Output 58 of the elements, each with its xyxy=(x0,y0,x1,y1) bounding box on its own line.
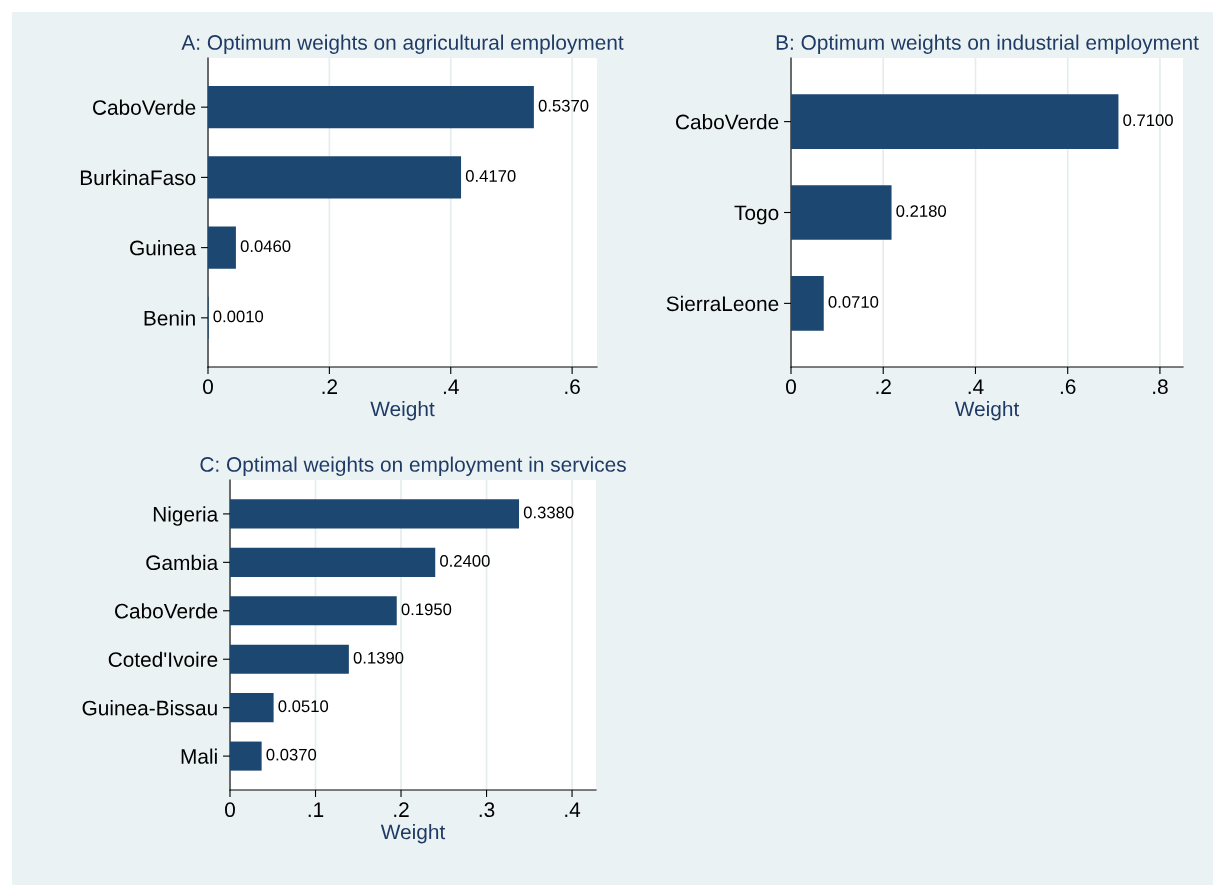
y-tick-label: CaboVerde xyxy=(93,99,196,115)
data-label: 0.3380 xyxy=(523,506,574,519)
y-tick-label: Benin xyxy=(144,310,195,326)
bar xyxy=(791,276,824,331)
chart-title: B: Optimum weights on industrial employment xyxy=(776,34,1199,54)
x-tick-label: .4 xyxy=(565,802,581,817)
data-label: 0.0510 xyxy=(278,700,329,713)
x-tick-label: .2 xyxy=(394,802,409,817)
data-label: 0.0710 xyxy=(828,296,879,308)
chart-title: A: Optimum weights on agricultural employment xyxy=(181,34,624,54)
y-tick-label: CaboVerde xyxy=(115,603,218,619)
x-tick-label: .3 xyxy=(479,802,495,818)
x-tick-label: .4 xyxy=(443,379,459,394)
bar xyxy=(208,156,462,199)
bar xyxy=(230,499,520,529)
bar xyxy=(230,547,436,577)
bar xyxy=(230,741,262,771)
y-tick-label: Gambia xyxy=(146,554,219,571)
y-tick-label: CaboVerde xyxy=(676,114,779,130)
bar xyxy=(208,86,534,129)
data-label: 0.5370 xyxy=(538,99,589,112)
data-label: 0.0370 xyxy=(266,748,317,761)
bar xyxy=(230,596,397,626)
data-label: 0.4170 xyxy=(465,170,516,182)
y-tick-label: SierraLeone xyxy=(666,295,779,312)
x-tick-label: 0 xyxy=(786,379,796,395)
x-tick-label: 0 xyxy=(203,379,213,395)
y-tick-label: Coted'Ivoire xyxy=(108,651,218,667)
data-label: 0.1390 xyxy=(353,651,404,664)
chart-title: C: Optimal weights on employment in services xyxy=(200,456,626,476)
bar xyxy=(230,693,274,723)
x-tick-label: .6 xyxy=(565,379,580,395)
x-tick-label: .1 xyxy=(308,802,324,817)
data-label: 0.2180 xyxy=(896,205,947,217)
x-axis-title: Weight xyxy=(380,824,446,844)
x-axis-title: Weight xyxy=(954,401,1020,421)
bar xyxy=(208,226,236,269)
y-tick-label: Togo xyxy=(734,205,779,225)
x-tick-label: .4 xyxy=(968,379,984,394)
x-tick-label: .2 xyxy=(322,379,338,394)
data-label: 0.1950 xyxy=(401,603,452,616)
data-label: 0.0460 xyxy=(240,240,291,253)
bar xyxy=(230,644,349,674)
x-tick-label: .2 xyxy=(876,379,891,394)
y-tick-label: BurkinaFaso xyxy=(80,169,196,186)
x-tick-label: .6 xyxy=(1060,379,1076,395)
y-tick-label: Mali xyxy=(181,748,217,764)
x-tick-label: .8 xyxy=(1153,379,1168,395)
data-label: 0.7100 xyxy=(1123,114,1173,127)
y-tick-label: Guinea xyxy=(130,240,197,256)
y-tick-label: Nigeria xyxy=(153,506,219,526)
data-label: 0.2400 xyxy=(440,555,490,567)
x-axis-title: Weight xyxy=(370,401,435,421)
bar xyxy=(791,94,1119,149)
bar xyxy=(791,185,892,240)
y-tick-label: Guinea-Bissau xyxy=(82,700,217,716)
x-tick-label: 0 xyxy=(225,802,235,818)
data-label: 0.0010 xyxy=(213,310,264,323)
